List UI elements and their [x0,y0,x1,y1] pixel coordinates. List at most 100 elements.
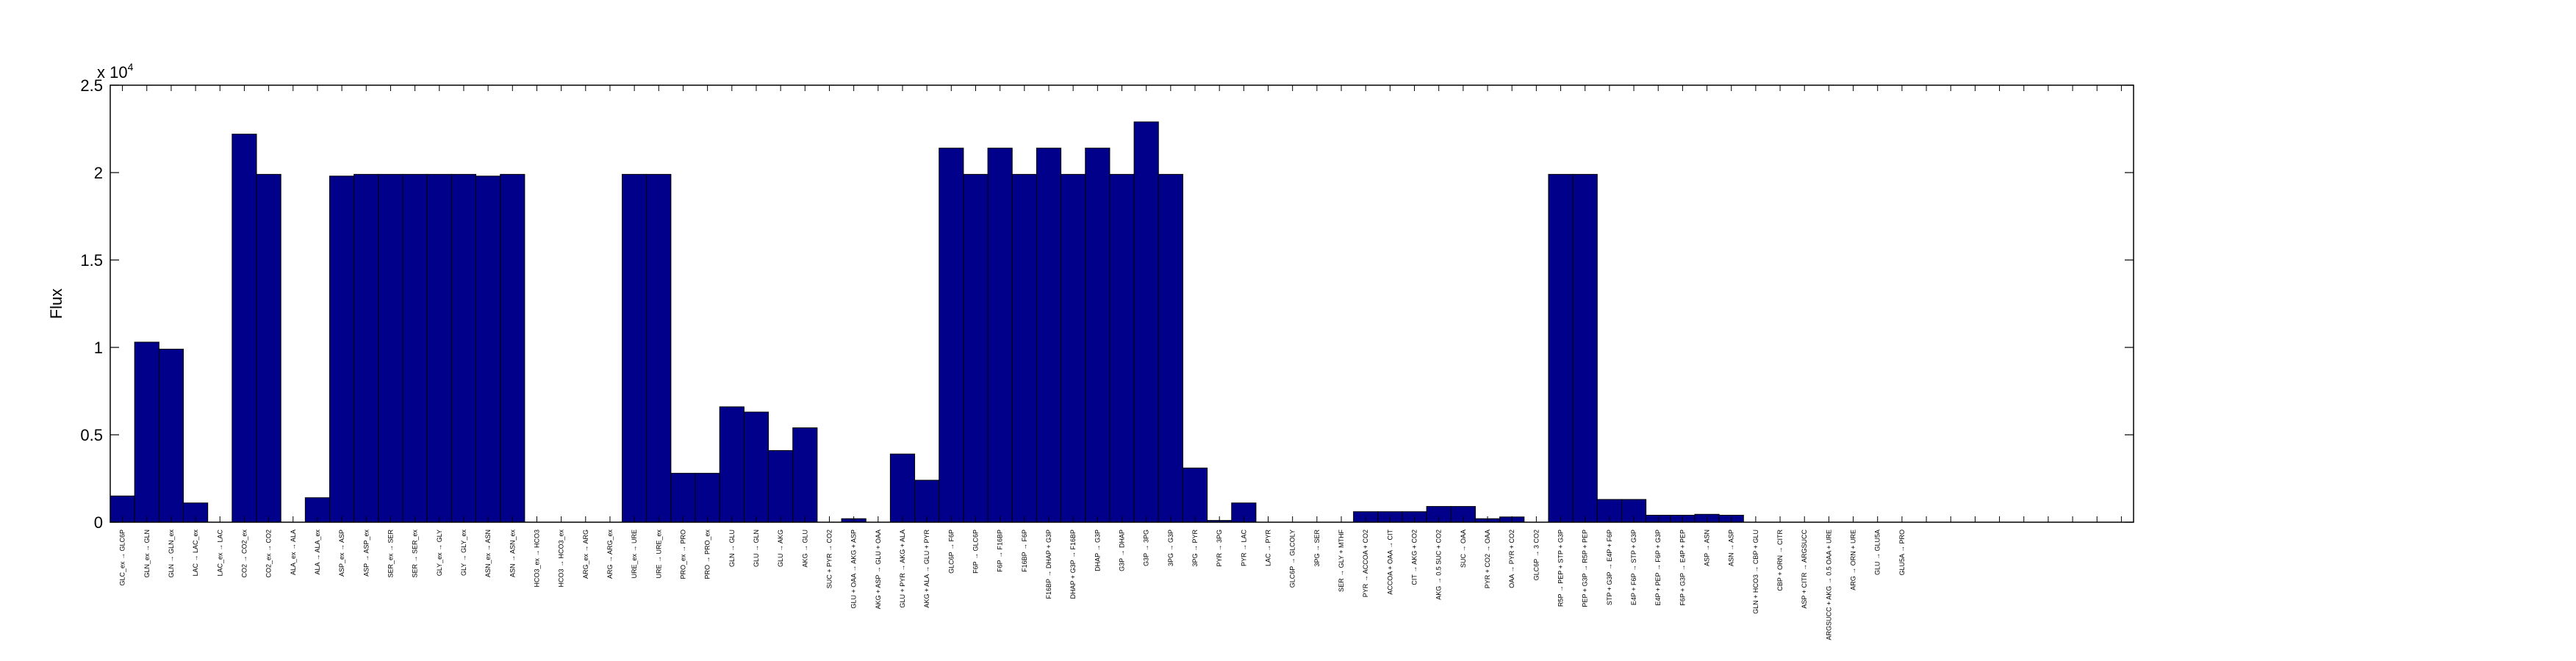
x-tick-label: GLC6P → 3 CO2 [1532,530,1540,580]
x-tick-label: LAC_ex → LAC [216,530,223,577]
x-tick-label: R5P → PEP + STP + G3P [1557,530,1565,607]
x-tick-label: ARG_ex → ARG [582,530,589,579]
bar [1109,173,1135,523]
x-tick-label: GLU5A → PRO [1898,530,1906,576]
bar [939,148,964,523]
x-tick-label: DHAP + G3P → F16BP [1069,530,1077,599]
x-tick-label: SER_ex → SER [387,530,394,578]
y-axis-label: Flux [47,289,65,319]
bar [329,176,355,523]
bar [476,176,501,523]
x-tick-label: HCO3_ex → HCO3 [533,530,540,588]
bar [646,173,672,523]
x-tick-label: GLU → GLU5A [1874,530,1881,575]
bar [1061,173,1086,523]
x-tick-label: ALA → ALA_ex [314,530,321,575]
bar [743,411,769,523]
exponent-base: x 10 [97,63,128,82]
y-tick-label: 2.5 [80,76,103,95]
x-tick-label: LAC → LAC_ex [192,530,199,577]
x-tick-label: ARG → ORN + URE [1850,530,1857,590]
bar [987,148,1013,523]
bar [426,173,452,523]
x-tick-label: GLN → GLU [728,530,736,567]
y-tick-label: 0.5 [80,426,103,444]
x-tick-label: URE → URE_ex [655,530,662,579]
x-tick-label: PYR → 3PG [1216,530,1223,567]
x-tick-label: SUC + PYR → CO2 [825,530,833,588]
x-tick-label: GLY → GLY_ex [460,530,467,577]
bar [134,342,159,523]
y-tick-label: 0 [94,513,103,532]
x-tick-label: URE_ex → URE [631,530,638,579]
bar [1548,173,1574,523]
x-tick-label: AKG → 0.5 SUC + CO2 [1435,530,1443,600]
x-axis: GLC_ex → GLC6P GLN_ex → GLN GLN → GLN_ex LA… [119,85,2122,640]
x-tick-label: GLU + OAA → AKG + ASP [850,530,858,609]
x-tick-label: GLY_ex → GLY [436,530,443,576]
x-tick-label: PYR → ACCOA + CO2 [1362,530,1369,597]
bar [914,480,940,523]
bar [622,173,647,523]
x-tick-label: GLU → GLN [753,530,760,567]
x-tick-label: ASP + CITR → ARGSUCC [1801,530,1808,609]
x-tick-label: CO2_ex → CO2 [265,530,273,578]
x-tick-label: ARG → ARG_ex [606,530,614,579]
x-tick-label: GLC6P → F6P [947,530,955,574]
exponent-label: x 104 [97,61,134,82]
bar [768,449,794,523]
bars-group [110,121,1744,523]
x-tick-label: SER → SER_ex [412,530,419,578]
x-tick-label: PEP + G3P → R5P + PEP [1582,530,1589,607]
x-tick-label: GLN → GLN_ex [168,530,175,578]
x-tick-label: ASN_ex → ASN [484,530,492,577]
bar [719,406,745,523]
bar [1011,173,1037,523]
bar [1085,148,1111,523]
x-tick-label: G3P → 3PG [1143,530,1150,566]
x-tick-label: E4P + F6P → STP + G3P [1630,530,1637,605]
x-tick-label: ARGSUCC + AKG → 0.5 OAA + URE [1825,530,1832,640]
x-tick-label: SER → GLY + MTHF [1338,530,1345,592]
x-tick-label: PYR → LAC [1240,530,1247,567]
x-tick-label: AKG + ASP → GLU + OAA [875,530,882,609]
bar [402,173,428,523]
bar [1572,173,1598,523]
bar [792,427,818,523]
bar [1036,148,1062,523]
bar [1133,121,1159,523]
exponent-power: 4 [128,61,134,73]
x-tick-label: CBP + ORN → CITR [1776,530,1784,591]
bar [695,472,720,523]
x-tick-label: GLN + HCO3 → CBP + GLU [1752,530,1759,614]
x-tick-label: GLU + PYR → AKG + ALA [899,530,906,608]
x-tick-label: CIT → AKG + CO2 [1411,530,1418,585]
x-tick-label: GLC6P → GLCOLY [1289,530,1296,588]
x-tick-label: PRO → PRO_ex [704,530,711,579]
bar [963,173,989,523]
x-tick-label: STP + G3P → E4P + F6P [1606,530,1613,605]
bar [354,173,379,523]
bar [670,472,696,523]
x-tick-label: ASP → ASP_ex [362,530,370,577]
bar [256,173,281,523]
bar [451,173,477,523]
x-tick-label: F6P → F16BP [997,530,1004,572]
x-tick-label: 3PG → PYR [1191,530,1199,567]
y-axis: 0 0.5 1 1.5 2 2.5 [80,76,2134,532]
x-tick-label: AKG + ALA → GLU + PYR [923,530,930,608]
x-tick-label: SUC → OAA [1460,530,1467,568]
bar [500,173,525,523]
x-tick-label: ALA_ex → ALA [290,530,297,575]
y-tick-label: 1.5 [80,251,103,270]
x-tick-label: HCO3 → HCO3_ex [558,530,565,588]
y-tick-label: 2 [94,164,103,182]
bar [158,348,184,523]
bar [378,173,403,523]
x-tick-label: F6P → GLC6P [972,530,979,574]
x-tick-label: G3P → DHAP [1119,530,1126,571]
x-tick-label: ACCOA + OAA → CIT [1386,530,1393,595]
bar [1158,173,1183,523]
x-tick-label: 3PG → G3P [1167,530,1174,566]
bar [232,134,257,523]
